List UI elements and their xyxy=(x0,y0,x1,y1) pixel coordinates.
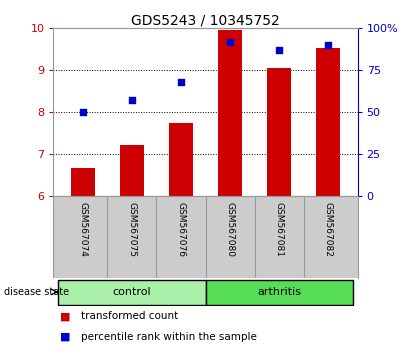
Text: GSM567074: GSM567074 xyxy=(79,202,88,257)
Point xyxy=(129,98,135,103)
Title: GDS5243 / 10345752: GDS5243 / 10345752 xyxy=(131,13,280,27)
Bar xyxy=(218,30,242,196)
Text: GSM567075: GSM567075 xyxy=(127,202,136,257)
Text: disease state: disease state xyxy=(4,287,69,297)
Point xyxy=(325,42,331,48)
Bar xyxy=(169,122,193,196)
Text: control: control xyxy=(113,287,151,297)
Point xyxy=(227,39,233,45)
Bar xyxy=(71,168,95,196)
Bar xyxy=(120,145,144,196)
Bar xyxy=(316,48,340,196)
Point xyxy=(80,109,86,115)
Point xyxy=(178,79,184,85)
Text: ■: ■ xyxy=(60,311,70,321)
Text: ■: ■ xyxy=(60,332,70,342)
Bar xyxy=(58,280,206,304)
Text: arthritis: arthritis xyxy=(257,287,301,297)
Bar xyxy=(206,280,353,304)
Text: percentile rank within the sample: percentile rank within the sample xyxy=(81,332,257,342)
Text: GSM567080: GSM567080 xyxy=(226,202,235,257)
Text: GSM567081: GSM567081 xyxy=(275,202,284,257)
Point xyxy=(276,47,282,53)
Text: GSM567076: GSM567076 xyxy=(176,202,185,257)
Text: transformed count: transformed count xyxy=(81,311,178,321)
Bar xyxy=(267,68,291,196)
Text: GSM567082: GSM567082 xyxy=(323,202,332,257)
